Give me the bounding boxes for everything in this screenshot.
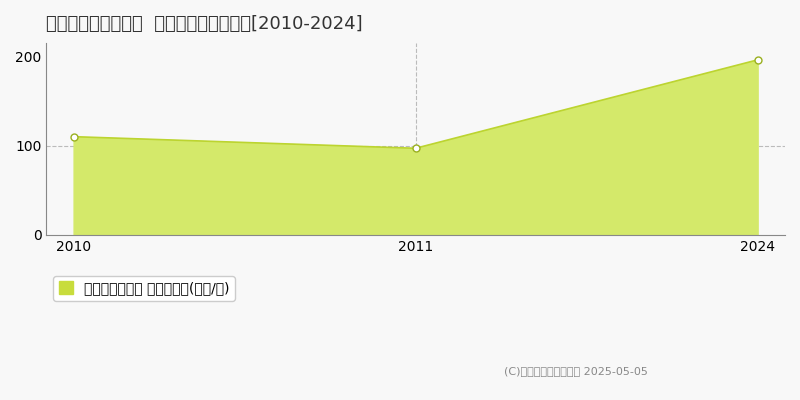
Point (751, 57, 764, 63)
Point (67, 134, 80, 140)
Text: (C)土地価格ドットコム 2025-05-05: (C)土地価格ドットコム 2025-05-05 (504, 366, 648, 376)
Text: 名古屋市昭和区曙町  マンション価格推移[2010-2024]: 名古屋市昭和区曙町 マンション価格推移[2010-2024] (46, 15, 363, 33)
Point (410, 145, 422, 152)
Legend: マンション価格 平均嵪単価(万円/嵪): マンション価格 平均嵪単価(万円/嵪) (53, 276, 234, 301)
